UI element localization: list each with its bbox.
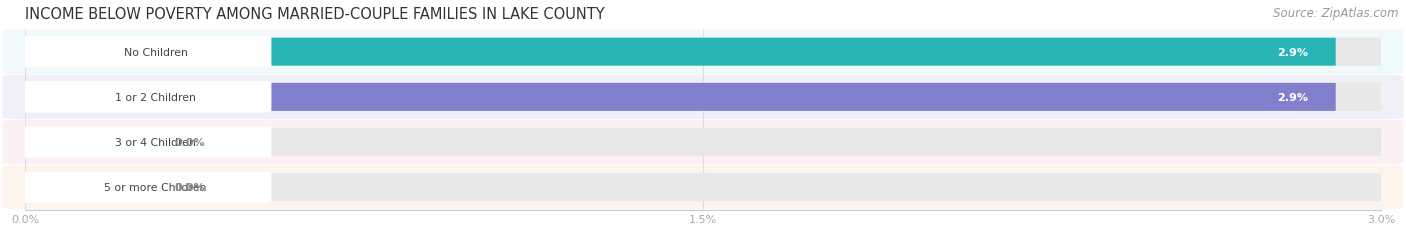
FancyBboxPatch shape <box>15 172 271 203</box>
Text: No Children: No Children <box>124 47 187 58</box>
FancyBboxPatch shape <box>25 173 1381 201</box>
FancyBboxPatch shape <box>25 128 138 156</box>
FancyBboxPatch shape <box>15 37 271 68</box>
FancyBboxPatch shape <box>3 30 1403 74</box>
FancyBboxPatch shape <box>25 173 138 201</box>
Text: 0.0%: 0.0% <box>174 182 205 192</box>
FancyBboxPatch shape <box>3 165 1403 210</box>
Text: INCOME BELOW POVERTY AMONG MARRIED-COUPLE FAMILIES IN LAKE COUNTY: INCOME BELOW POVERTY AMONG MARRIED-COUPL… <box>25 7 605 22</box>
FancyBboxPatch shape <box>15 127 271 158</box>
Text: 2.9%: 2.9% <box>1278 92 1309 102</box>
FancyBboxPatch shape <box>3 120 1403 164</box>
Text: 5 or more Children: 5 or more Children <box>104 182 207 192</box>
Text: 3 or 4 Children: 3 or 4 Children <box>115 137 195 147</box>
FancyBboxPatch shape <box>25 83 1336 111</box>
FancyBboxPatch shape <box>25 39 1381 66</box>
Text: Source: ZipAtlas.com: Source: ZipAtlas.com <box>1274 7 1399 20</box>
FancyBboxPatch shape <box>25 83 1381 111</box>
FancyBboxPatch shape <box>3 75 1403 119</box>
Text: 2.9%: 2.9% <box>1278 47 1309 58</box>
FancyBboxPatch shape <box>25 39 1336 66</box>
FancyBboxPatch shape <box>25 128 1381 156</box>
Text: 0.0%: 0.0% <box>174 137 205 147</box>
FancyBboxPatch shape <box>15 82 271 113</box>
Text: 1 or 2 Children: 1 or 2 Children <box>115 92 195 102</box>
